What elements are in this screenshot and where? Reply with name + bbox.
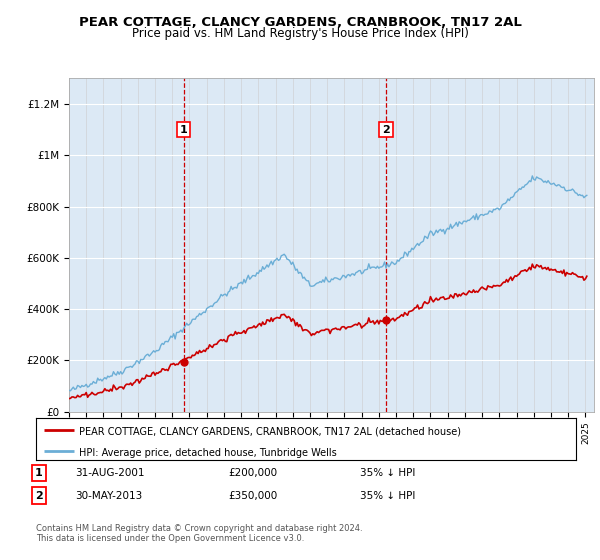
Text: HPI: Average price, detached house, Tunbridge Wells: HPI: Average price, detached house, Tunb…: [79, 448, 337, 458]
Text: 31-AUG-2001: 31-AUG-2001: [75, 468, 145, 478]
Text: £350,000: £350,000: [228, 491, 277, 501]
Text: 1: 1: [35, 468, 43, 478]
Text: £200,000: £200,000: [228, 468, 277, 478]
Text: 1: 1: [180, 125, 188, 134]
Text: 35% ↓ HPI: 35% ↓ HPI: [360, 468, 415, 478]
Text: 2: 2: [382, 125, 390, 134]
Text: Price paid vs. HM Land Registry's House Price Index (HPI): Price paid vs. HM Land Registry's House …: [131, 27, 469, 40]
Text: PEAR COTTAGE, CLANCY GARDENS, CRANBROOK, TN17 2AL: PEAR COTTAGE, CLANCY GARDENS, CRANBROOK,…: [79, 16, 521, 29]
Text: Contains HM Land Registry data © Crown copyright and database right 2024.
This d: Contains HM Land Registry data © Crown c…: [36, 524, 362, 543]
Text: 35% ↓ HPI: 35% ↓ HPI: [360, 491, 415, 501]
Text: 2: 2: [35, 491, 43, 501]
Text: PEAR COTTAGE, CLANCY GARDENS, CRANBROOK, TN17 2AL (detached house): PEAR COTTAGE, CLANCY GARDENS, CRANBROOK,…: [79, 427, 461, 437]
Text: 30-MAY-2013: 30-MAY-2013: [75, 491, 142, 501]
